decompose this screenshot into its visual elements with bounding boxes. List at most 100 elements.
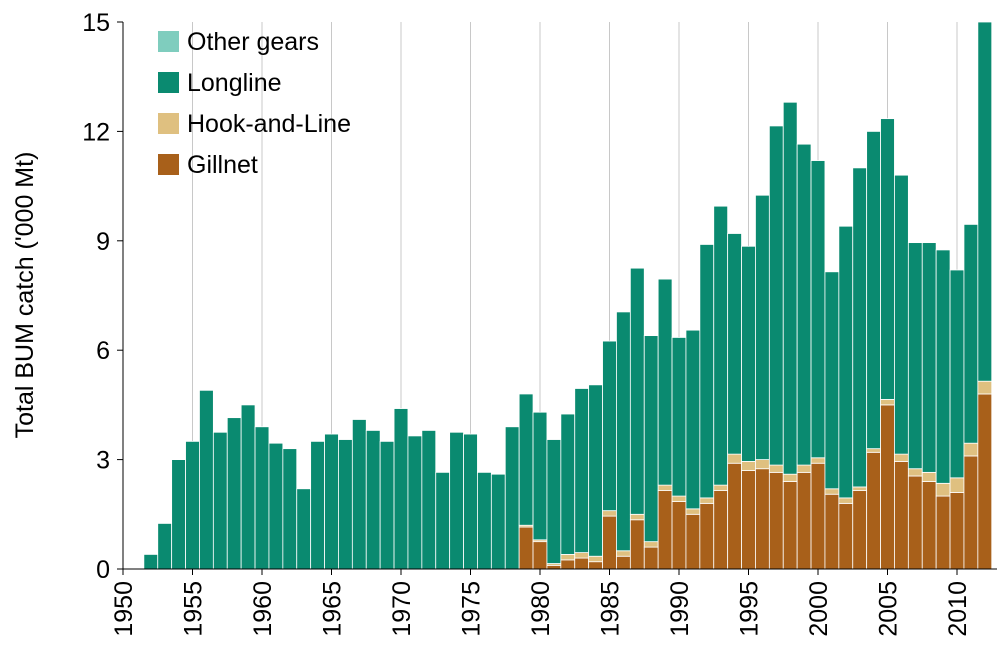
x-tick-label-1980: 1980: [527, 581, 555, 637]
bar-gillnet-2007: [907, 475, 923, 570]
bar-longline-1995: [741, 245, 756, 462]
bar-longline-1994: [727, 233, 742, 455]
legend-swatch-hook-and-line: [158, 113, 179, 134]
legend-label-other-gears: Other gears: [187, 28, 319, 56]
x-tick-label-2010: 2010: [944, 581, 972, 637]
bar-gillnet-1996: [755, 468, 770, 570]
x-tick-label-1970: 1970: [388, 581, 416, 637]
bar-hook-and-line-1996: [755, 459, 770, 470]
bar-longline-1968: [365, 430, 381, 570]
bar-hook-and-line-2007: [907, 468, 923, 477]
bar-longline-1992: [699, 244, 715, 499]
legend-label-gillnet: Gillnet: [187, 151, 258, 179]
bar-longline-2007: [907, 242, 923, 470]
bar-longline-1990: [671, 337, 687, 497]
bar-hook-and-line-2011: [963, 442, 979, 457]
bar-longline-1965: [324, 433, 339, 570]
bar-hook-and-line-2002: [838, 497, 854, 504]
bar-gillnet-2002: [838, 502, 854, 570]
bar-longline-1983: [574, 388, 590, 553]
bar-longline-1953: [157, 523, 173, 570]
bar-longline-1988: [643, 335, 659, 543]
bar-longline-1971: [407, 435, 423, 570]
bar-longline-1956: [199, 389, 214, 570]
bar-longline-1975: [463, 433, 478, 570]
x-tick-label-1985: 1985: [597, 581, 625, 637]
y-tick-label-3: 3: [96, 447, 110, 475]
bar-gillnet-1984: [588, 561, 603, 570]
bar-hook-and-line-1994: [727, 453, 742, 464]
bar-longline-2001: [824, 271, 840, 490]
bar-longline-1981: [546, 439, 562, 564]
bar-longline-1959: [240, 404, 256, 570]
y-tick-labels: 0 3 6 9 12 15: [82, 9, 110, 584]
bar-gillnet-2008: [921, 481, 937, 570]
legend: Other gears Longline Hook-and-Line Gillnet: [158, 28, 351, 179]
bar-longline-1960: [254, 426, 270, 570]
bar-gillnet-2004: [866, 451, 881, 570]
bar-gillnet-2012: [977, 393, 993, 570]
x-tick-label-1990: 1990: [666, 581, 694, 637]
bar-longline-1972: [421, 430, 437, 570]
bar-gillnet-1991: [685, 513, 701, 570]
bar-hook-and-line-2001: [824, 488, 840, 495]
y-tick-label-6: 6: [96, 337, 110, 365]
bar-hook-and-line-1986: [616, 550, 631, 557]
bar-longline-2006: [894, 174, 909, 455]
bar-gillnet-2010: [949, 492, 965, 570]
x-tick-label-1955: 1955: [180, 581, 208, 637]
bar-gillnet-2003: [852, 490, 868, 570]
bar-gillnet-2006: [894, 461, 909, 570]
y-tick-label-12: 12: [82, 118, 110, 146]
bar-longline-1958: [226, 417, 242, 570]
bar-longline-1964: [310, 440, 325, 570]
bars: [143, 21, 993, 570]
bar-longline-1999: [796, 143, 812, 466]
bar-longline-1987: [629, 267, 645, 515]
bar-hook-and-line-1988: [643, 541, 659, 548]
bar-gillnet-1986: [616, 555, 631, 570]
bar-hook-and-line-2003: [852, 486, 868, 492]
bar-longline-1967: [351, 419, 367, 570]
bar-gillnet-1995: [741, 470, 756, 570]
bar-hook-and-line-1997: [768, 464, 784, 473]
bar-hook-and-line-1991: [685, 508, 701, 515]
bar-longline-1986: [616, 311, 631, 552]
bar-longline-1969: [379, 440, 395, 570]
bar-longline-1955: [185, 440, 200, 570]
bar-longline-2003: [852, 167, 868, 488]
bar-longline-1974: [449, 431, 464, 570]
legend-swatch-other-gears: [158, 31, 179, 52]
bar-longline-1998: [782, 101, 798, 475]
bar-hook-and-line-1992: [699, 497, 715, 504]
bar-longline-1957: [212, 431, 228, 570]
bar-hook-and-line-1999: [796, 464, 812, 473]
bar-gillnet-1979: [518, 526, 534, 570]
legend-label-longline: Longline: [187, 69, 282, 97]
x-tick-label-1950: 1950: [110, 581, 138, 637]
bar-longline-2004: [866, 130, 881, 450]
y-axis-title: Total BUM catch ('000 Mt): [11, 152, 39, 439]
bar-longline-2005: [880, 118, 895, 400]
x-tick-label-1965: 1965: [319, 581, 347, 637]
bar-hook-and-line-1984: [588, 555, 603, 563]
bar-longline-1977: [490, 473, 506, 570]
bar-longline-1962: [282, 448, 298, 570]
bar-longline-1989: [657, 278, 673, 486]
bar-gillnet-1993: [713, 490, 729, 570]
x-tick-label-1960: 1960: [249, 581, 277, 637]
bar-longline-1982: [560, 413, 576, 555]
bar-gillnet-1989: [657, 490, 673, 570]
axes: [117, 21, 997, 575]
bar-longline-1963: [296, 488, 312, 570]
bar-gillnet-2001: [824, 493, 840, 570]
bar-longline-1966: [338, 439, 353, 570]
bar-gillnet-1985: [602, 515, 617, 570]
bar-longline-2012: [977, 21, 993, 382]
bar-gillnet-1980: [532, 541, 548, 570]
bar-longline-2002: [838, 225, 854, 499]
bar-hook-and-line-2010: [949, 477, 965, 493]
bar-hook-and-line-2008: [921, 471, 937, 482]
x-tick-label-2005: 2005: [875, 581, 903, 637]
